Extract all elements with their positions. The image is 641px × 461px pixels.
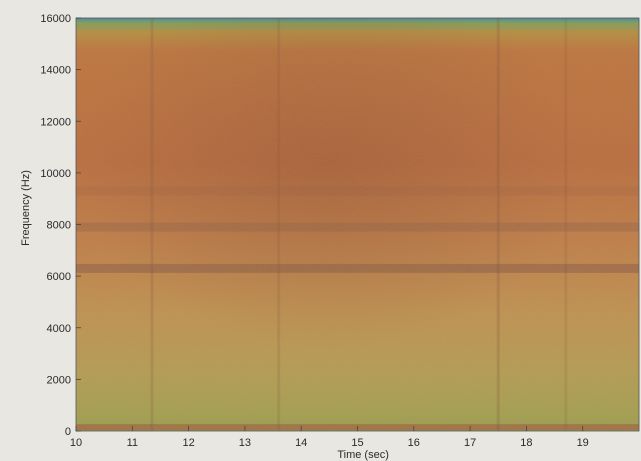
y-tick-label: 10000 (40, 168, 71, 180)
x-axis-label: Time (sec) (337, 449, 389, 461)
x-tick-label: 19 (577, 437, 589, 449)
y-axis-label: Frequency (Hz) (20, 170, 32, 246)
y-tick-label: 4000 (47, 323, 71, 335)
x-tick-label: 15 (351, 437, 363, 449)
y-tick-label: 12000 (40, 116, 71, 128)
x-tick-label: 10 (70, 437, 82, 449)
x-tick-label: 12 (182, 437, 194, 449)
x-tick-label: 16 (408, 437, 420, 449)
spectrogram-texture (76, 18, 639, 431)
plot-area (76, 18, 639, 431)
y-tick-label: 8000 (47, 220, 71, 232)
y-tick-label: 16000 (40, 13, 71, 25)
y-axis-ticks: 0 2000 4000 6000 8000 10000 12000 14000 16000 (40, 13, 81, 438)
y-tick-label: 14000 (40, 65, 71, 77)
x-tick-label: 13 (239, 437, 251, 449)
x-tick-label: 18 (520, 437, 532, 449)
y-tick-label: 0 (65, 426, 71, 438)
x-tick-label: 14 (295, 437, 307, 449)
y-tick-label: 6000 (47, 271, 71, 283)
y-tick-label: 2000 (47, 374, 71, 386)
x-tick-label: 17 (464, 437, 476, 449)
x-axis-ticks: 10 11 12 13 14 15 16 17 18 19 (70, 426, 589, 449)
x-tick-label: 11 (127, 437, 138, 449)
